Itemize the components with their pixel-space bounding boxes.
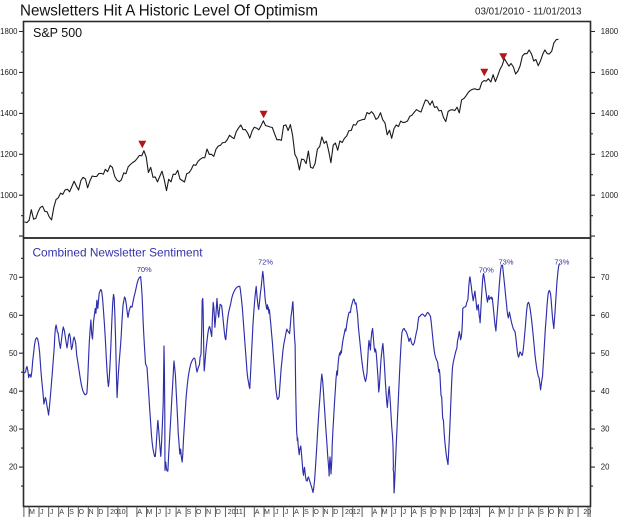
svg-text:1000: 1000 [601,191,619,200]
svg-text:2012: 2012 [345,509,361,516]
svg-text:O: O [196,509,202,516]
svg-text:50: 50 [9,349,18,358]
svg-text:J: J [393,509,396,516]
svg-text:A: A [490,509,495,516]
svg-text:40: 40 [601,387,610,396]
svg-text:J: J [50,509,53,516]
svg-text:70%: 70% [479,266,494,275]
svg-text:N: N [89,509,94,516]
svg-text:A: A [412,509,417,516]
svg-text:1800: 1800 [0,27,18,36]
svg-text:M: M [147,509,153,516]
svg-text:20: 20 [9,463,18,472]
svg-text:A: A [373,509,378,516]
svg-text:20: 20 [601,463,610,472]
svg-text:S&P 500: S&P 500 [33,26,82,40]
svg-text:1600: 1600 [0,68,18,77]
svg-text:60: 60 [601,311,610,320]
svg-text:03/01/2010 - 11/01/2013: 03/01/2010 - 11/01/2013 [475,6,582,18]
svg-text:1400: 1400 [601,109,619,118]
svg-text:2011: 2011 [228,509,243,516]
svg-text:O: O [431,509,437,516]
svg-text:D: D [333,509,338,516]
svg-text:20: 20 [583,509,591,516]
svg-text:1200: 1200 [0,150,18,159]
svg-text:1400: 1400 [0,109,18,118]
svg-text:1600: 1600 [601,68,619,77]
svg-text:1200: 1200 [601,150,619,159]
svg-text:J: J [510,509,513,516]
svg-text:O: O [314,509,320,516]
svg-text:60: 60 [9,311,18,320]
svg-text:S: S [304,509,309,516]
svg-text:N: N [324,509,329,516]
svg-text:J: J [275,509,278,516]
svg-text:70: 70 [9,273,18,282]
svg-text:J: J [167,509,170,516]
svg-text:A: A [255,509,260,516]
svg-text:73%: 73% [498,257,513,266]
svg-text:2010: 2010 [110,509,126,516]
svg-text:O: O [549,509,555,516]
svg-text:M: M [499,509,505,516]
svg-text:N: N [559,509,564,516]
svg-text:J: J [403,509,406,516]
svg-text:D: D [451,509,456,516]
svg-text:72%: 72% [258,258,273,267]
svg-text:A: A [529,509,534,516]
svg-text:D: D [569,509,574,516]
svg-text:M: M [382,509,388,516]
svg-text:N: N [441,509,446,516]
svg-text:J: J [520,509,523,516]
svg-text:A: A [177,509,182,516]
svg-text:50: 50 [601,349,610,358]
svg-text:2013: 2013 [463,509,479,516]
svg-text:S: S [539,509,544,516]
svg-text:M: M [264,509,270,516]
svg-text:40: 40 [9,387,18,396]
svg-text:73%: 73% [554,257,569,266]
svg-text:M: M [29,509,35,516]
svg-text:J: J [158,509,161,516]
svg-text:1000: 1000 [0,191,18,200]
svg-text:S: S [187,509,192,516]
svg-text:S: S [422,509,427,516]
svg-text:1800: 1800 [601,27,619,36]
svg-text:N: N [206,509,211,516]
svg-text:70: 70 [601,273,610,282]
svg-text:A: A [59,509,64,516]
svg-text:70%: 70% [137,265,152,274]
svg-text:Combined Newsletter Sentiment: Combined Newsletter Sentiment [33,246,204,260]
svg-text:J: J [285,509,288,516]
svg-text:30: 30 [9,425,18,434]
svg-text:S: S [69,509,74,516]
svg-text:D: D [98,509,103,516]
svg-text:Newsletters Hit A Historic Lev: Newsletters Hit A Historic Level Of Opti… [20,3,318,20]
svg-text:J: J [40,509,43,516]
svg-text:O: O [79,509,85,516]
svg-text:D: D [216,509,221,516]
svg-text:A: A [294,509,299,516]
svg-text:A: A [137,509,142,516]
svg-text:30: 30 [601,425,610,434]
